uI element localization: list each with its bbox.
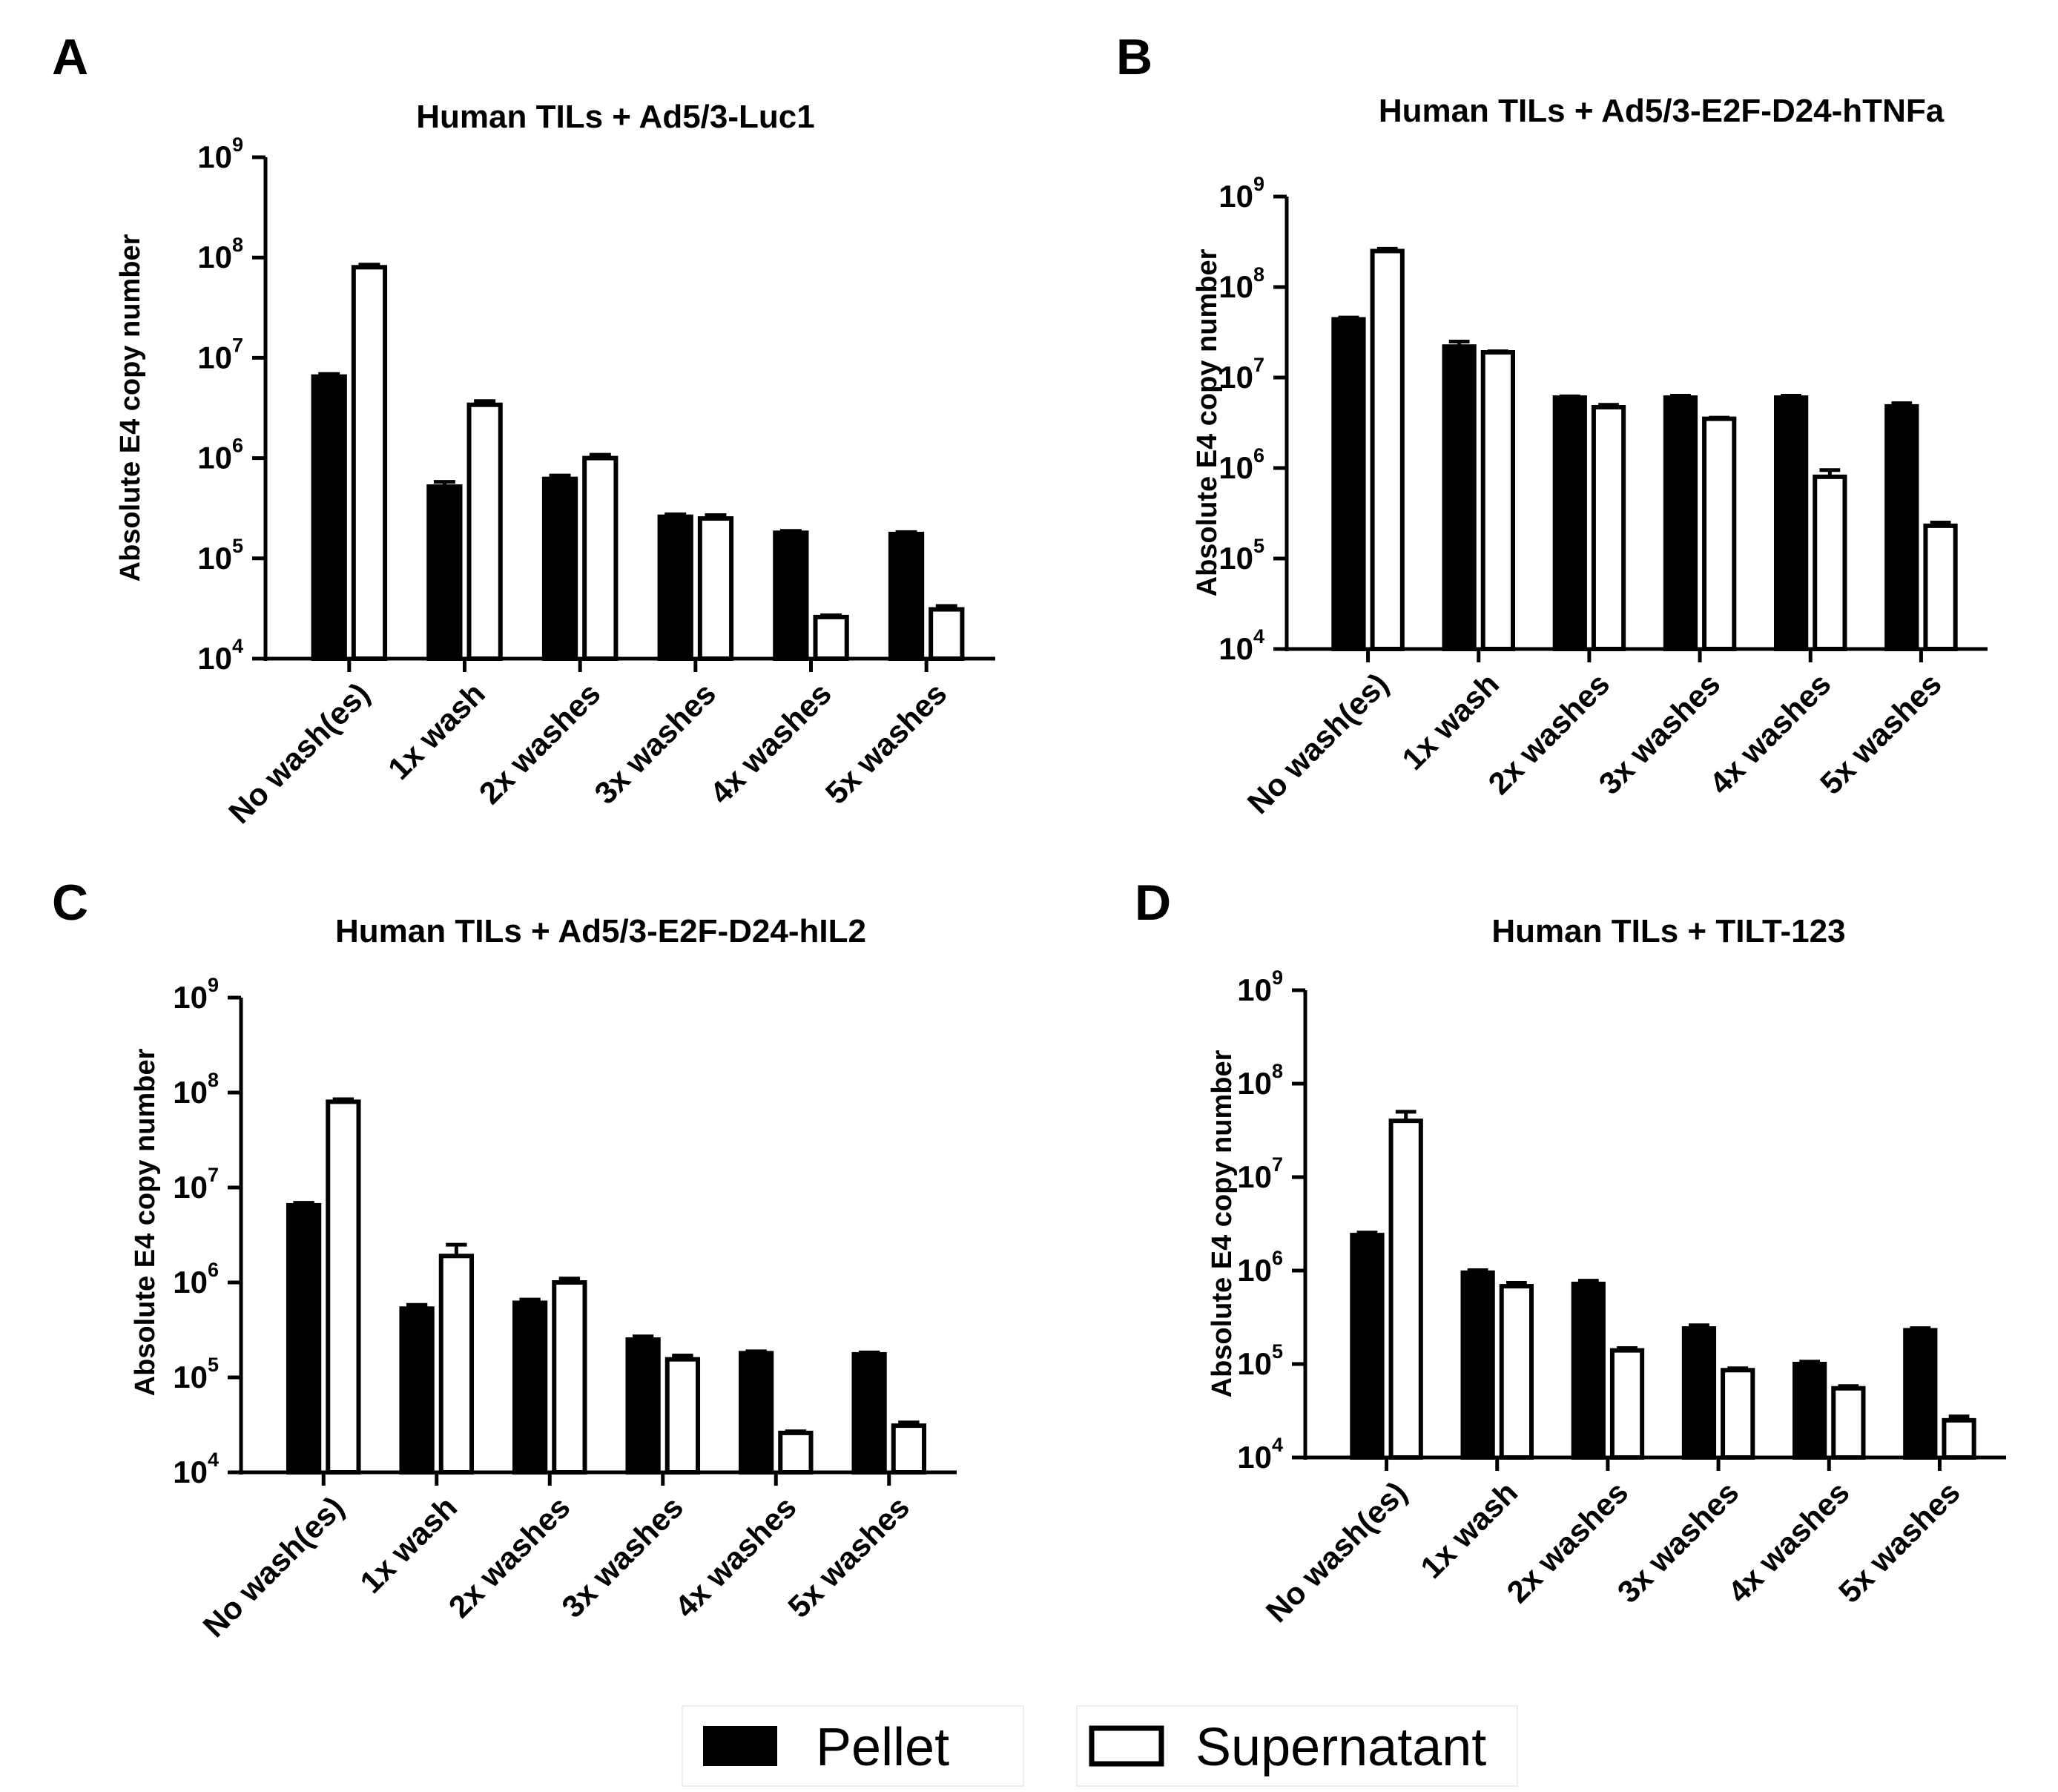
panel-c-bar-pellet-4 <box>738 1351 774 1475</box>
panel-d-bar-pellet-0 <box>1350 1233 1385 1460</box>
panel-b-title: Human TILs + Ad5/3-E2F-D24-hTNFa <box>1379 93 1945 129</box>
panel-d-ytick-label-0: 109 <box>1237 966 1283 1007</box>
panel-a-bar-pellet-4 <box>773 530 809 662</box>
panel-b-bar-supernatant-4 <box>1813 474 1847 651</box>
panel-b-bar-pellet-3 <box>1663 395 1698 651</box>
panel-d-bar-supernatant-5 <box>1942 1417 1976 1460</box>
panel-b-bar-supernatant-3 <box>1702 416 1737 652</box>
panel-c-letter: C <box>52 874 88 931</box>
panel-d-ytick-label-2: 107 <box>1237 1153 1283 1194</box>
panel-d-bar-supernatant-3 <box>1721 1368 1755 1460</box>
panel-b-bar-pellet-4 <box>1774 395 1809 651</box>
panel-c-bar-pellet-0 <box>286 1202 322 1475</box>
panel-b-ytick-label-2: 107 <box>1218 354 1264 395</box>
legend-box-supernatant <box>1076 1705 1518 1787</box>
panel-d-bar-supernatant-0 <box>1388 1119 1423 1460</box>
panel-a-bar-supernatant-2 <box>582 455 619 661</box>
panel-c-bar-supernatant-4 <box>778 1430 814 1475</box>
panel-a-ytick-label-3: 106 <box>197 435 243 475</box>
panel-c-bar-supernatant-3 <box>664 1357 701 1475</box>
panel-d-title: Human TILs + TILT-123 <box>1491 913 1845 949</box>
panel-b-y-axis-label: Absolute E4 copy number <box>1192 248 1223 596</box>
panel-c-bar-supernatant-1 <box>438 1254 475 1475</box>
panel-c-ytick-label-1: 108 <box>173 1069 219 1110</box>
panel-a-bar-supernatant-0 <box>351 265 388 661</box>
panel-a-ytick-label-2: 107 <box>197 334 243 375</box>
panel-d-bar-pellet-4 <box>1792 1362 1827 1460</box>
panel-d-letter: D <box>1135 874 1171 931</box>
panel-b-ytick-label-3: 106 <box>1218 444 1264 485</box>
panel-c-title: Human TILs + Ad5/3-E2F-D24-hIL2 <box>335 913 866 949</box>
panel-d-bar-supernatant-4 <box>1831 1386 1866 1460</box>
legend-box-pellet <box>682 1705 1024 1787</box>
panel-c-ytick-label-0: 109 <box>173 974 219 1015</box>
panel-d-ytick-label-3: 106 <box>1237 1247 1283 1288</box>
panel-c-ytick-label-4: 105 <box>173 1354 219 1394</box>
panel-d-ytick-label-4: 105 <box>1237 1340 1283 1381</box>
panel-b-bar-pellet-2 <box>1552 395 1587 651</box>
panel-d-bar-pellet-1 <box>1460 1270 1495 1460</box>
panel-d-bar-pellet-3 <box>1681 1326 1717 1460</box>
panel-b-ytick-label-4: 105 <box>1218 535 1264 576</box>
legend-label-supernatant: Supernatant <box>1195 1718 1486 1777</box>
panel-a-bar-supernatant-5 <box>929 607 965 661</box>
panel-a-bar-supernatant-4 <box>813 614 849 662</box>
panel-a-bar-pellet-3 <box>657 514 693 662</box>
panel-b-ytick-label-1: 108 <box>1218 263 1264 304</box>
panel-d-y-axis-label: Absolute E4 copy number <box>1207 1050 1238 1397</box>
panel-b-ytick-label-5: 104 <box>1218 625 1264 666</box>
panel-d-ytick-label-5: 104 <box>1237 1434 1283 1475</box>
panel-a-ytick-label-4: 105 <box>197 535 243 576</box>
panel-a-bar-pellet-1 <box>426 484 463 661</box>
panel-c-ytick-label-2: 107 <box>173 1164 219 1205</box>
panel-c-ytick-label-5: 104 <box>173 1449 219 1489</box>
panel-a-bar-pellet-5 <box>888 531 925 662</box>
panel-c-bar-pellet-2 <box>512 1300 548 1475</box>
panel-b-bar-pellet-5 <box>1884 403 1919 651</box>
panel-c-y-axis-label: Absolute E4 copy number <box>130 1048 161 1396</box>
panel-d-bar-supernatant-1 <box>1499 1284 1534 1460</box>
panel-c-bar-supernatant-5 <box>891 1423 927 1475</box>
panel-a-bar-pellet-0 <box>311 374 347 661</box>
legend-swatch-pellet <box>703 1726 777 1766</box>
panel-b-letter: B <box>1116 29 1152 85</box>
panel-c-bar-pellet-1 <box>399 1306 435 1475</box>
panel-a-bar-supernatant-3 <box>697 515 734 662</box>
panel-c-bar-supernatant-2 <box>552 1280 587 1475</box>
panel-b-bar-supernatant-2 <box>1591 405 1626 652</box>
panel-b-ytick-label-0: 109 <box>1218 173 1264 214</box>
panel-b-bar-supernatant-1 <box>1480 349 1515 651</box>
panel-a-title: Human TILs + Ad5/3-Luc1 <box>416 99 814 135</box>
panel-c-bar-pellet-5 <box>851 1351 887 1475</box>
panel-d-bar-pellet-5 <box>1903 1328 1938 1460</box>
panel-c-bar-pellet-3 <box>625 1337 661 1475</box>
panel-d-ytick-label-1: 108 <box>1237 1060 1283 1101</box>
panel-b-bar-pellet-1 <box>1442 344 1477 651</box>
legend-label-pellet: Pellet <box>816 1718 949 1777</box>
panel-b-bar-pellet-0 <box>1331 317 1366 651</box>
legend: Pellet Supernatant <box>682 1705 1518 1787</box>
panel-c-ytick-label-3: 106 <box>173 1259 219 1299</box>
panel-a-bar-pellet-2 <box>541 476 578 661</box>
panel-d-bar-supernatant-2 <box>1609 1348 1645 1460</box>
legend-swatch-supernatant <box>1089 1725 1164 1767</box>
panel-a-ytick-label-1: 108 <box>197 234 243 274</box>
panel-c-bar-supernatant-0 <box>326 1099 361 1475</box>
panel-d-bar-pellet-2 <box>1571 1281 1606 1460</box>
panel-b-bar-supernatant-0 <box>1370 248 1405 652</box>
panel-b-bar-supernatant-5 <box>1923 523 1958 651</box>
panel-a-letter: A <box>52 29 88 85</box>
panel-a-ytick-label-5: 104 <box>197 635 243 676</box>
panel-a-y-axis-label: Absolute E4 copy number <box>115 234 146 582</box>
panel-a-ytick-label-0: 109 <box>197 134 243 174</box>
panel-a-bar-supernatant-1 <box>466 402 503 662</box>
